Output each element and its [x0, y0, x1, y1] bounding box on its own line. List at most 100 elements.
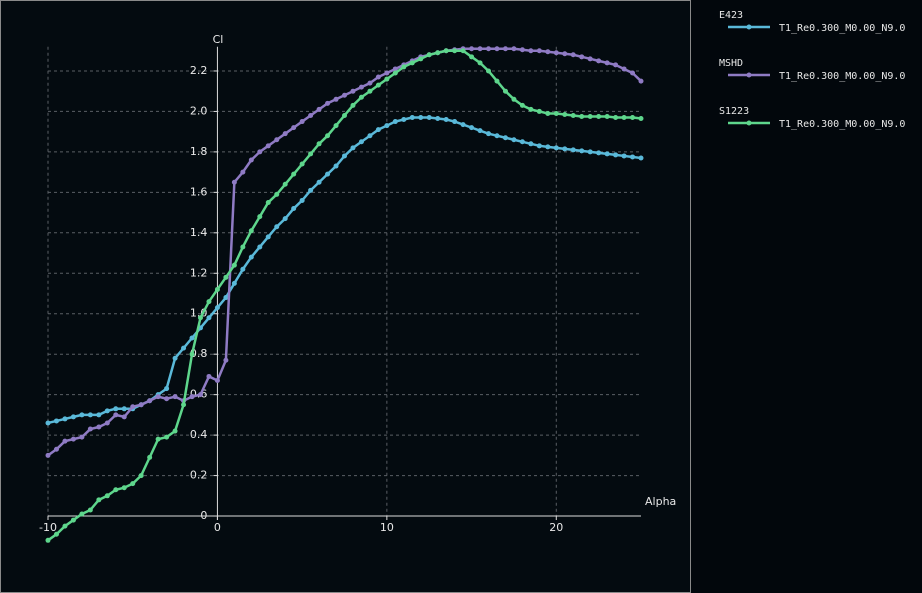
- point: [308, 187, 314, 193]
- point: [316, 106, 322, 112]
- point: [231, 262, 237, 268]
- point: [621, 153, 627, 159]
- point: [104, 420, 110, 426]
- point: [469, 125, 475, 131]
- point: [96, 412, 102, 418]
- point: [291, 206, 297, 212]
- point: [214, 286, 220, 292]
- point: [45, 452, 51, 458]
- point: [325, 100, 331, 106]
- point: [104, 408, 110, 414]
- point: [587, 149, 593, 155]
- point: [384, 70, 390, 76]
- point: [189, 351, 195, 357]
- point: [181, 345, 187, 351]
- point: [291, 125, 297, 131]
- point: [536, 48, 542, 54]
- point: [562, 111, 568, 117]
- point: [214, 305, 220, 311]
- point: [45, 537, 51, 543]
- point: [223, 295, 229, 301]
- x-tick-label: 0: [214, 521, 221, 534]
- point: [299, 119, 305, 125]
- point: [604, 113, 610, 119]
- point: [638, 78, 644, 84]
- legend-panel: [693, 0, 922, 593]
- point: [519, 139, 525, 145]
- point: [367, 80, 373, 86]
- point: [477, 128, 483, 134]
- point: [570, 52, 576, 58]
- point: [562, 146, 568, 152]
- point: [358, 84, 364, 90]
- y-axis-label: Cl: [213, 33, 224, 46]
- point: [435, 116, 441, 122]
- y-tick-label: 1.8: [190, 145, 208, 158]
- point: [282, 216, 288, 222]
- point: [53, 531, 59, 537]
- point: [452, 119, 458, 125]
- point: [528, 141, 534, 147]
- point: [53, 418, 59, 424]
- y-tick-label: 1.2: [190, 266, 208, 279]
- point: [358, 139, 364, 145]
- y-tick-label: 2.2: [190, 64, 208, 77]
- point: [342, 92, 347, 98]
- point: [562, 51, 568, 57]
- point: [570, 147, 576, 153]
- point: [79, 511, 85, 517]
- point: [384, 123, 390, 129]
- point: [443, 117, 449, 123]
- point: [469, 46, 475, 52]
- point: [53, 446, 59, 452]
- point: [325, 171, 331, 177]
- x-tick-label: -10: [39, 521, 57, 534]
- legend-marker: [746, 72, 752, 78]
- point: [248, 254, 254, 260]
- point: [579, 148, 585, 154]
- point: [342, 153, 347, 159]
- point: [70, 436, 76, 442]
- point: [130, 481, 136, 487]
- y-tick-label: 0.4: [190, 428, 208, 441]
- point: [401, 117, 407, 123]
- point: [138, 402, 144, 408]
- point: [613, 115, 619, 121]
- point: [197, 315, 203, 321]
- point: [375, 127, 381, 133]
- point: [460, 48, 466, 54]
- point: [596, 150, 602, 156]
- point: [121, 406, 127, 412]
- point: [155, 436, 161, 442]
- point: [350, 88, 356, 94]
- point: [181, 402, 187, 408]
- point: [240, 266, 246, 272]
- legend-label: T1_Re0.300_M0.00_N9.0: [779, 71, 905, 82]
- legend-marker: [746, 120, 752, 126]
- point: [164, 434, 170, 440]
- point: [265, 143, 271, 149]
- point: [630, 154, 636, 160]
- point: [621, 115, 627, 121]
- point: [240, 169, 246, 175]
- point: [62, 523, 68, 529]
- point: [265, 234, 271, 240]
- point: [502, 46, 508, 52]
- point: [172, 394, 178, 400]
- point: [553, 110, 559, 116]
- point: [172, 428, 178, 434]
- point: [197, 392, 203, 398]
- y-tick-label: 1.0: [190, 307, 208, 320]
- point: [231, 280, 237, 286]
- point: [223, 274, 229, 280]
- point: [257, 149, 263, 155]
- point: [545, 110, 551, 116]
- point: [596, 113, 602, 119]
- point: [316, 179, 322, 185]
- y-tick-label: 0.2: [190, 469, 208, 482]
- point: [553, 145, 559, 151]
- legend-label: T1_Re0.300_M0.00_N9.0: [779, 23, 905, 34]
- point: [460, 122, 466, 128]
- point: [469, 54, 475, 60]
